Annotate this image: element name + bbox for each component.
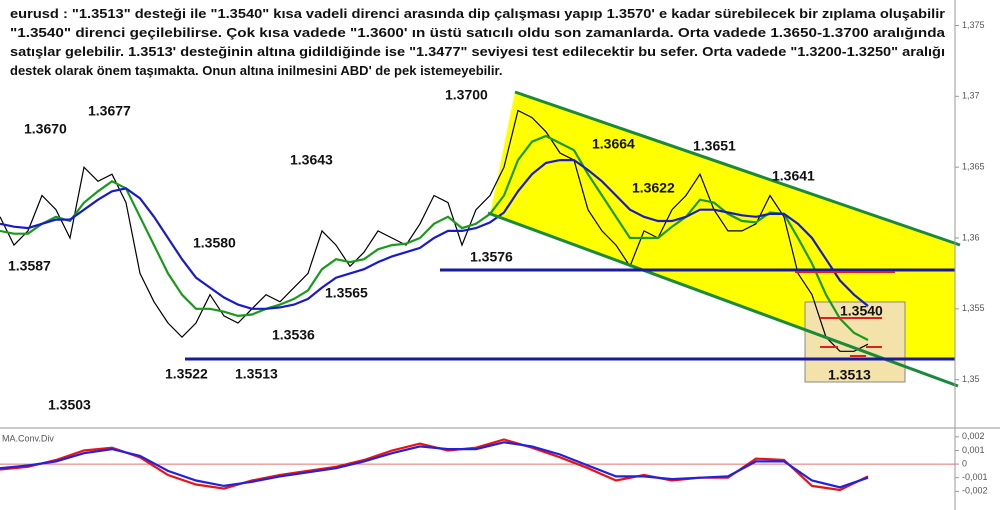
series-line: [0, 109, 869, 352]
panel-title: MA.Conv.Div: [2, 433, 54, 443]
price-annotation: 1.3587: [8, 258, 51, 274]
price-annotation: 1.3643: [290, 152, 333, 168]
y-tick-label: 1,375: [962, 20, 985, 30]
price-annotation: 1.3651: [693, 138, 736, 154]
price-annotation: 1.3513: [828, 367, 871, 383]
y-tick-label: 0,002: [962, 431, 985, 441]
price-annotation: 1.3700: [445, 87, 488, 103]
channel-lower: [487, 211, 959, 388]
y-tick-label: -0,001: [962, 472, 988, 482]
commentary-line: "1.3540" direnci geçilebilirse. Çok kısa…: [10, 25, 946, 40]
y-tick-label: 1,37: [962, 91, 980, 101]
commentary-line: destek olarak önem taşımakta. Onun altın…: [10, 63, 502, 78]
y-tick-label: 1,355: [962, 303, 985, 313]
y-tick-label: 0: [962, 458, 967, 468]
price-annotation: 1.3622: [632, 180, 675, 196]
price-annotation: 1.3670: [24, 121, 67, 137]
price-annotation: 1.3641: [772, 168, 815, 184]
price-annotation: 1.3503: [48, 397, 91, 413]
price-annotation: 1.3522: [165, 366, 208, 382]
series-line: [0, 441, 869, 489]
price-lines: [0, 109, 869, 352]
price-annotation: 1.3513: [235, 366, 278, 382]
price-annotation: 1.3540: [840, 303, 883, 319]
channel-fill: [490, 92, 955, 358]
price-annotation: 1.3580: [193, 235, 236, 251]
y-tick-label: 0,001: [962, 445, 985, 455]
y-tick-label: 1,365: [962, 162, 985, 172]
zoom-box: [804, 301, 906, 383]
series-line: [0, 134, 869, 341]
price-annotation: 1.3664: [592, 136, 635, 152]
price-annotation: 1.3576: [470, 249, 513, 265]
commentary-line: eurusd : "1.3513" desteği ile "1.3540" k…: [10, 6, 945, 21]
y-tick-label: 1,35: [962, 374, 980, 384]
commentary-line: satışlar gelebilir. 1.3513' desteğinin a…: [10, 44, 945, 59]
y-tick-label: 1,36: [962, 232, 980, 242]
series-line: [0, 159, 869, 310]
price-annotation: 1.3536: [272, 327, 315, 343]
y-tick-label: -0,002: [962, 486, 988, 496]
price-annotation: 1.3565: [325, 285, 368, 301]
price-annotation: 1.3677: [88, 103, 131, 119]
channel-upper: [514, 90, 961, 247]
text-layer: eurusd : "1.3513" desteği ile "1.3540" k…: [8, 6, 946, 413]
